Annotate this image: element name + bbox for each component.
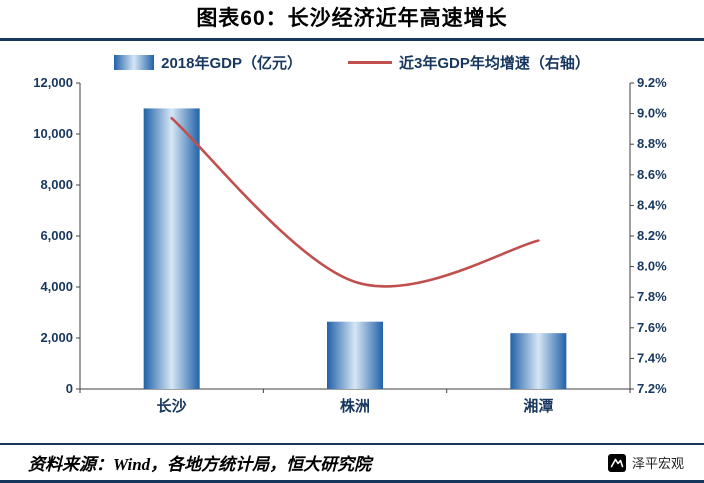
legend-bar-label: 2018年GDP（亿元） xyxy=(161,55,302,72)
svg-text:0: 0 xyxy=(66,381,73,396)
svg-text:12,000: 12,000 xyxy=(33,75,73,90)
legend-item-gdp-bar: 2018年GDP（亿元） xyxy=(114,52,302,73)
svg-text:4,000: 4,000 xyxy=(40,279,73,294)
svg-text:6,000: 6,000 xyxy=(40,228,73,243)
legend-item-growth-line: 近3年GDP年均增速（右轴） xyxy=(348,52,590,73)
title-divider xyxy=(0,38,704,41)
svg-text:8.6%: 8.6% xyxy=(637,167,667,182)
zeping-logo-icon xyxy=(607,453,626,472)
chart-title: 图表60：长沙经济近年高速增长 xyxy=(196,7,508,30)
source-note: 资料来源：Wind，各地方统计局，恒大研究院 xyxy=(28,455,372,474)
svg-text:7.6%: 7.6% xyxy=(637,320,667,335)
svg-text:9.2%: 9.2% xyxy=(637,75,667,90)
legend-line-label: 近3年GDP年均增速（右轴） xyxy=(399,55,590,72)
chart-canvas: 0 2,000 4,000 6,000 8,000 10,000 12,000 7.2% 7.4… xyxy=(16,73,688,424)
line-series-swatch-icon xyxy=(348,61,392,64)
chart-legend: 2018年GDP（亿元） 近3年GDP年均增速（右轴） xyxy=(14,52,690,73)
svg-text:长沙: 长沙 xyxy=(157,397,187,415)
bar-series-swatch-icon xyxy=(114,55,155,70)
svg-text:8.2%: 8.2% xyxy=(637,228,667,243)
figure-footer: 资料来源：Wind，各地方统计局，恒大研究院 泽平宏观 xyxy=(0,443,704,483)
svg-text:8.0%: 8.0% xyxy=(637,259,667,274)
svg-text:湘潭: 湘潭 xyxy=(523,397,553,415)
svg-text:7.2%: 7.2% xyxy=(637,381,667,396)
watermark-label: 泽平宏观 xyxy=(631,456,684,471)
watermark: 泽平宏观 xyxy=(607,453,684,472)
svg-text:7.8%: 7.8% xyxy=(637,289,667,304)
svg-text:7.4%: 7.4% xyxy=(637,350,667,365)
svg-text:8.8%: 8.8% xyxy=(637,136,667,151)
svg-text:株洲: 株洲 xyxy=(340,397,370,415)
svg-text:9.0%: 9.0% xyxy=(637,106,667,121)
svg-text:8.4%: 8.4% xyxy=(637,197,667,212)
svg-text:8,000: 8,000 xyxy=(40,177,73,192)
svg-text:2,000: 2,000 xyxy=(40,330,73,345)
footer-divider xyxy=(0,443,704,445)
svg-text:10,000: 10,000 xyxy=(33,126,73,141)
bottom-bar xyxy=(0,480,704,483)
